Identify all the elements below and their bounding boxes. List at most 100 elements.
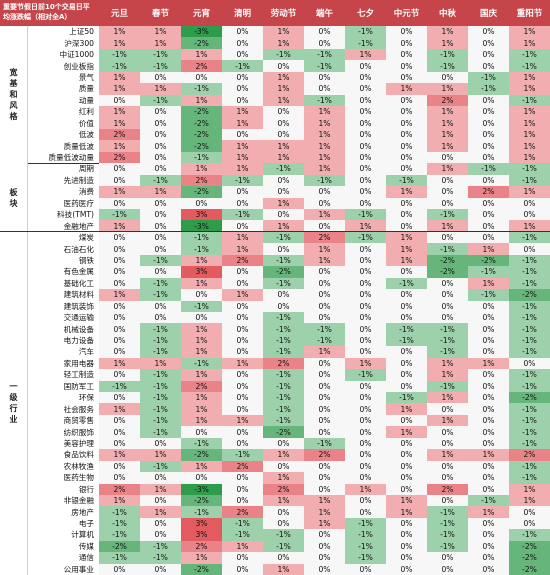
heatmap-cell: 1%: [427, 220, 468, 232]
heatmap-cell: -1%: [263, 254, 304, 267]
heatmap-cell: 0%: [345, 403, 386, 415]
heatmap-cell: -1%: [140, 174, 181, 187]
heatmap-cell: -1%: [140, 380, 181, 392]
heatmap-cell: -1%: [509, 437, 550, 450]
heatmap-cell: 1%: [427, 117, 468, 129]
row-label: 上证50: [69, 27, 94, 37]
heatmap-cell: 0%: [99, 163, 140, 175]
heatmap-cell: 0%: [263, 289, 304, 301]
heatmap-cell: 0%: [468, 563, 509, 575]
heatmap-cell: 0%: [222, 472, 263, 484]
row-label: 公用事业: [63, 564, 94, 574]
heatmap-cell: 1%: [304, 128, 345, 141]
heatmap-cell: -1%: [263, 277, 304, 290]
heatmap-cell: 1%: [509, 494, 550, 507]
heatmap-cell: 1%: [386, 231, 427, 244]
heatmap-cell: 0%: [99, 346, 140, 358]
heatmap-cell: -1%: [222, 174, 263, 187]
heatmap-cell: 0%: [345, 460, 386, 473]
heatmap-cell: 0%: [345, 106, 386, 118]
row-label: 景气: [78, 72, 94, 82]
heatmap-cell: -3%: [181, 483, 222, 495]
heatmap-cell: -1%: [263, 540, 304, 553]
heatmap-cell: 0%: [427, 186, 468, 198]
heatmap-cell: 0%: [386, 60, 427, 72]
heatmap-cell: 0%: [304, 37, 345, 49]
heatmap-cell: -1%: [345, 552, 386, 564]
heatmap-cell: 0%: [140, 151, 181, 164]
heatmap-cell: -1%: [304, 334, 345, 347]
heatmap-cell: -1%: [509, 529, 550, 541]
heatmap-cell: -1%: [140, 48, 181, 61]
column-header: 国庆: [468, 0, 509, 26]
heatmap-cell: 1%: [304, 106, 345, 118]
heatmap-cell: 1%: [181, 403, 222, 415]
heatmap-cell: 0%: [222, 37, 263, 49]
heatmap-cell: -1%: [509, 254, 550, 267]
heatmap-cell: 0%: [386, 540, 427, 553]
heatmap-cell: 1%: [181, 277, 222, 290]
heatmap-cell: -1%: [427, 529, 468, 541]
heatmap-cell: -1%: [263, 48, 304, 61]
heatmap-cell: 0%: [99, 243, 140, 255]
heatmap-cell: 0%: [304, 277, 345, 290]
heatmap-cell: 1%: [304, 117, 345, 129]
heatmap-cell: 0%: [304, 186, 345, 198]
heatmap-cell: 0%: [386, 369, 427, 381]
heatmap-cell: 0%: [427, 174, 468, 187]
heatmap-cell: 0%: [222, 323, 263, 335]
heatmap-cell: -1%: [181, 357, 222, 370]
row-label: 消费: [78, 187, 94, 197]
heatmap-cell: 0%: [99, 334, 140, 347]
heatmap-cell: -1%: [509, 311, 550, 324]
heatmap-cell: 1%: [222, 289, 263, 301]
heatmap-cell: -1%: [427, 540, 468, 553]
heatmap-cell: -2%: [427, 266, 468, 278]
heatmap-cell: 0%: [222, 494, 263, 507]
heatmap-cell: 0%: [345, 174, 386, 187]
row-label: 质量低波: [63, 141, 94, 151]
heatmap-cell: 0%: [386, 529, 427, 541]
heatmap-cell: 1%: [181, 414, 222, 427]
group-label: 一级行业: [0, 231, 28, 575]
row-label: 房地产: [71, 507, 94, 517]
heatmap-cell: -1%: [427, 334, 468, 347]
heatmap-cell: -1%: [181, 83, 222, 95]
heatmap-cell: 0%: [345, 243, 386, 255]
heatmap-cell: 0%: [99, 197, 140, 209]
heatmap-cell: 0%: [386, 94, 427, 107]
heatmap-cell: 1%: [427, 37, 468, 49]
heatmap-cell: 0%: [222, 128, 263, 141]
heatmap-cell: 0%: [304, 357, 345, 370]
heatmap-cell: 0%: [140, 117, 181, 129]
heatmap-cell: 0%: [427, 231, 468, 244]
heatmap-cell: 0%: [386, 266, 427, 278]
heatmap-cell: 1%: [427, 163, 468, 175]
heatmap-cell: -1%: [509, 426, 550, 438]
heatmap-cell: -1%: [509, 60, 550, 72]
heatmap-cell: 0%: [345, 563, 386, 575]
heatmap-cell: 1%: [263, 140, 304, 152]
heatmap-cell: 0%: [304, 563, 345, 575]
heatmap-cell: 2%: [222, 460, 263, 473]
heatmap-cell: 0%: [386, 517, 427, 530]
heatmap-cell: -2%: [181, 117, 222, 129]
heatmap-cell: 1%: [386, 506, 427, 518]
heatmap-cell: -1%: [140, 94, 181, 107]
row-label: 沪深300: [64, 38, 94, 48]
heatmap-cell: 0%: [140, 563, 181, 575]
row-label: 通信: [78, 553, 94, 563]
row-label: 创业板指: [63, 61, 94, 71]
heatmap-cell: -1%: [304, 437, 345, 450]
row-label: 质量低波动量: [48, 153, 94, 163]
heatmap-cell: -1%: [427, 323, 468, 335]
heatmap-cell: 1%: [263, 71, 304, 84]
heatmap-cell: 0%: [468, 128, 509, 141]
heatmap-cell: 1%: [468, 449, 509, 461]
heatmap-cell: 0%: [304, 289, 345, 301]
row-label: 动量: [78, 95, 94, 105]
group-label: 宽基和风格: [0, 26, 28, 164]
heatmap-cell: -1%: [99, 209, 140, 221]
row-label: 质量: [78, 84, 94, 94]
